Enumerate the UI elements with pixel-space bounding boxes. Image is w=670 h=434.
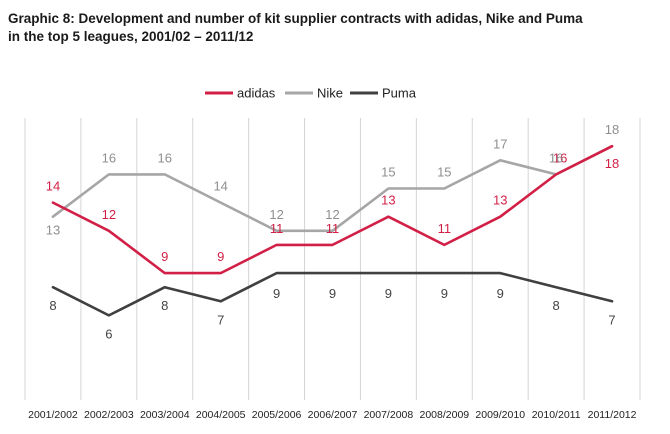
data-label-puma-2007-2008: 9	[385, 286, 392, 301]
x-tick-label-2006-2007: 2006/2007	[308, 409, 358, 421]
data-label-puma-2001-2002: 8	[49, 298, 56, 313]
data-label-puma-2006-2007: 9	[329, 286, 336, 301]
data-label-adidas-2001-2002: 14	[46, 179, 60, 194]
data-label-puma-2009-2010: 9	[497, 286, 504, 301]
x-tick-label-2005-2006: 2005/2006	[252, 409, 302, 421]
x-tick-label-2003-2004: 2003/2004	[140, 409, 190, 421]
data-label-adidas-2005-2006: 11	[270, 221, 284, 236]
x-tick-label-2007-2008: 2007/2008	[364, 409, 414, 421]
data-label-adidas-2002-2003: 12	[102, 207, 116, 222]
data-label-nike-2008-2009: 15	[437, 165, 451, 180]
data-label-adidas-2009-2010: 13	[493, 193, 507, 208]
data-label-nike-2011-2012: 18	[605, 122, 619, 137]
x-tick-label-2002-2003: 2002/2003	[84, 409, 134, 421]
series-line-nike	[51, 144, 614, 233]
data-label-adidas-2007-2008: 13	[381, 193, 395, 208]
legend-label-adidas: adidas	[237, 86, 276, 101]
data-label-nike-2005-2006: 12	[269, 207, 283, 222]
data-label-nike-2003-2004: 16	[158, 150, 172, 165]
data-label-nike-2007-2008: 15	[381, 165, 395, 180]
data-label-puma-2010-2011: 8	[553, 298, 560, 313]
data-label-adidas-2006-2007: 11	[326, 221, 340, 236]
data-label-puma-2003-2004: 8	[161, 298, 168, 313]
data-label-adidas-2011-2012: 18	[605, 156, 619, 171]
data-label-nike-2001-2002: 13	[46, 223, 60, 238]
data-label-adidas-2004-2005: 9	[217, 249, 224, 264]
data-label-nike-2010-2011: 16	[549, 150, 563, 165]
legend-label-nike: Nike	[317, 86, 343, 101]
data-label-adidas-2010-2011: 16	[553, 150, 567, 165]
x-tick-label-2008-2009: 2008/2009	[419, 409, 469, 421]
data-label-puma-2004-2005: 7	[217, 312, 224, 327]
series-line-puma	[51, 271, 614, 317]
data-label-nike-2009-2010: 17	[493, 136, 507, 151]
data-label-puma-2002-2003: 6	[105, 326, 112, 341]
series-line-adidas	[51, 144, 614, 275]
chart-title-line-1: Graphic 8: Development and number of kit…	[8, 11, 583, 26]
data-label-puma-2011-2012: 7	[608, 312, 615, 327]
data-label-nike-2006-2007: 12	[325, 207, 339, 222]
data-label-adidas-2008-2009: 11	[438, 221, 452, 236]
data-label-adidas-2003-2004: 9	[161, 249, 168, 264]
data-label-nike-2002-2003: 16	[102, 150, 116, 165]
data-label-nike-2004-2005: 14	[213, 179, 227, 194]
chart-title-line-2: in the top 5 leagues, 2001/02 – 2011/12	[8, 29, 254, 44]
x-tick-label-2001-2002: 2001/2002	[28, 409, 78, 421]
x-tick-label-2009-2010: 2009/2010	[475, 409, 525, 421]
chart-title: Graphic 8: Development and number of kit…	[8, 10, 648, 46]
x-tick-label-2010-2011: 2010/2011	[532, 409, 581, 421]
data-label-puma-2008-2009: 9	[441, 286, 448, 301]
legend-label-puma: Puma	[382, 86, 417, 101]
data-label-puma-2005-2006: 9	[273, 286, 280, 301]
x-tick-label-2004-2005: 2004/2005	[196, 409, 246, 421]
x-tick-label-2011-2012: 2011/2012	[588, 409, 637, 421]
